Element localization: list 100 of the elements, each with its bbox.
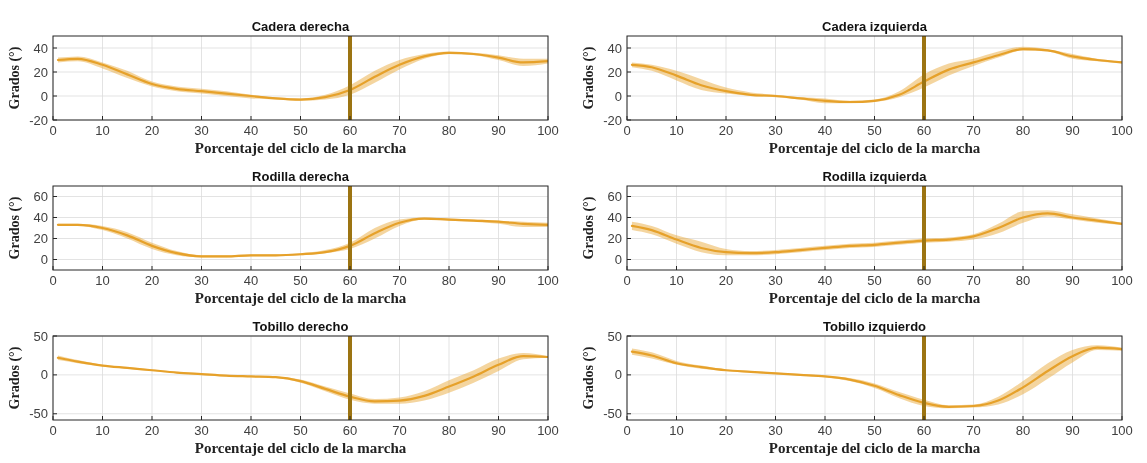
- y-tick-label: -20: [603, 112, 622, 128]
- x-tick-label: 70: [392, 423, 407, 438]
- x-tick-label: 50: [867, 273, 882, 288]
- y-tick-label: 60: [33, 189, 48, 204]
- x-tick-label: 80: [1015, 123, 1031, 138]
- x-tick-label: 80: [441, 123, 457, 138]
- x-tick-label: 30: [768, 273, 783, 288]
- x-tick-label: 70: [392, 273, 407, 288]
- y-tick-label: 0: [40, 252, 48, 267]
- x-tick-label: 90: [1065, 123, 1080, 138]
- x-tick-label: 90: [491, 123, 506, 138]
- x-tick-label: 30: [194, 423, 209, 438]
- x-tick-label: 70: [966, 273, 981, 288]
- x-tick-label: 70: [392, 123, 407, 138]
- x-tick-label: 60: [916, 423, 932, 438]
- x-axis-title: Porcentaje del ciclo de la marcha: [768, 440, 981, 456]
- x-tick-label: 30: [194, 123, 209, 138]
- x-tick-label: 60: [342, 273, 358, 288]
- y-tick-label: -50: [603, 406, 622, 422]
- x-tick-label: 20: [718, 123, 734, 138]
- x-tick-label: 50: [867, 123, 882, 138]
- x-axis-title: Porcentaje del ciclo de la marcha: [194, 290, 407, 306]
- x-tick-label: 10: [95, 273, 110, 288]
- y-axis-title: Grados (°): [7, 346, 23, 410]
- x-tick-label: 60: [916, 273, 932, 288]
- y-tick-label: 20: [607, 64, 622, 80]
- x-tick-label: 100: [1111, 423, 1133, 438]
- x-tick-label: 100: [537, 423, 559, 438]
- y-tick-label: 0: [40, 88, 48, 104]
- x-tick-label: 70: [966, 123, 981, 138]
- chart-title: Cadera izquierda: [822, 19, 928, 34]
- y-tick-label: 0: [614, 88, 622, 104]
- x-tick-label: 30: [768, 123, 783, 138]
- x-tick-label: 90: [1065, 423, 1080, 438]
- x-tick-label: 50: [293, 123, 308, 138]
- x-axis-title: Porcentaje del ciclo de la marcha: [194, 440, 407, 456]
- x-tick-label: 100: [1111, 273, 1133, 288]
- x-tick-label: 10: [95, 423, 110, 438]
- y-axis-title: Grados (°): [581, 346, 597, 410]
- x-tick-label: 30: [194, 273, 209, 288]
- y-tick-label: 60: [607, 189, 622, 204]
- y-axis-title: Grados (°): [581, 46, 597, 110]
- y-tick-label: 40: [33, 40, 48, 56]
- x-tick-label: 40: [817, 123, 833, 138]
- x-tick-label: 60: [916, 123, 932, 138]
- x-tick-label: 20: [144, 273, 160, 288]
- x-tick-label: 10: [669, 123, 684, 138]
- y-axis-title: Grados (°): [7, 196, 23, 260]
- y-axis-title: Grados (°): [581, 196, 597, 260]
- y-tick-label: 0: [40, 367, 48, 383]
- x-tick-label: 80: [441, 273, 457, 288]
- y-axis-title: Grados (°): [7, 46, 23, 110]
- x-tick-label: 80: [441, 423, 457, 438]
- x-tick-label: 90: [491, 273, 506, 288]
- x-tick-label: 80: [1015, 423, 1031, 438]
- x-tick-label: 70: [966, 423, 981, 438]
- x-tick-label: 20: [718, 423, 734, 438]
- x-tick-label: 40: [817, 273, 833, 288]
- x-tick-label: 40: [243, 423, 259, 438]
- chart-title: Rodilla derecha: [252, 169, 350, 184]
- chart-title: Rodilla izquierda: [822, 169, 928, 184]
- x-axis-title: Porcentaje del ciclo de la marcha: [768, 140, 981, 156]
- y-tick-label: -20: [29, 112, 48, 128]
- y-tick-label: 20: [607, 231, 622, 246]
- x-tick-label: 60: [342, 123, 358, 138]
- y-tick-label: 40: [33, 210, 48, 225]
- y-tick-label: 50: [607, 328, 622, 344]
- x-tick-label: 10: [95, 123, 110, 138]
- x-tick-label: 10: [669, 273, 684, 288]
- x-tick-label: 10: [669, 423, 684, 438]
- x-tick-label: 20: [144, 423, 160, 438]
- chart-title: Cadera derecha: [251, 19, 351, 34]
- x-tick-label: 30: [768, 423, 783, 438]
- x-tick-label: 50: [293, 273, 308, 288]
- y-tick-label: 0: [614, 367, 622, 383]
- y-tick-label: 40: [607, 210, 622, 225]
- x-tick-label: 100: [537, 123, 559, 138]
- x-tick-label: 40: [243, 123, 259, 138]
- x-tick-label: 40: [817, 423, 833, 438]
- x-tick-label: 60: [342, 423, 358, 438]
- x-tick-label: 20: [718, 273, 734, 288]
- y-tick-label: 50: [33, 328, 48, 344]
- x-tick-label: 50: [867, 423, 882, 438]
- chart-title: Tobillo izquierdo: [822, 319, 927, 334]
- x-tick-label: 90: [1065, 273, 1080, 288]
- y-tick-label: 20: [33, 64, 48, 80]
- x-tick-label: 80: [1015, 273, 1031, 288]
- y-tick-label: 0: [614, 252, 622, 267]
- chart-title: Tobillo derecho: [252, 319, 349, 334]
- x-axis-title: Porcentaje del ciclo de la marcha: [768, 290, 981, 306]
- y-tick-label: 40: [607, 40, 622, 56]
- x-tick-label: 100: [1111, 123, 1133, 138]
- x-tick-label: 40: [243, 273, 259, 288]
- x-axis-title: Porcentaje del ciclo de la marcha: [194, 140, 407, 156]
- x-tick-label: 20: [144, 123, 160, 138]
- y-tick-label: 20: [33, 231, 48, 246]
- y-tick-label: -50: [29, 406, 48, 422]
- x-tick-label: 50: [293, 423, 308, 438]
- x-tick-label: 90: [491, 423, 506, 438]
- x-tick-label: 100: [537, 273, 559, 288]
